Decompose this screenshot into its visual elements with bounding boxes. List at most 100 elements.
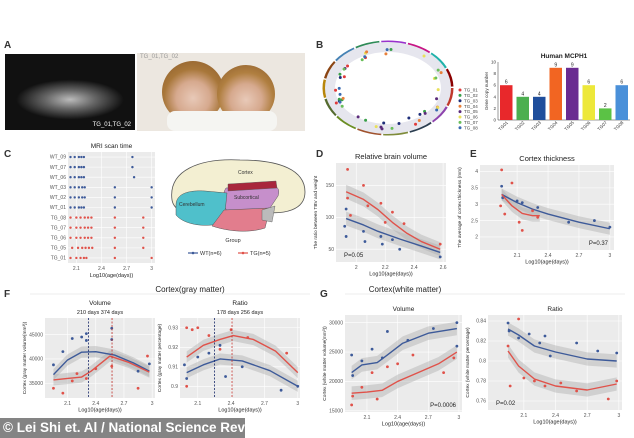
x-tick-label: 2.7 (425, 415, 432, 421)
trend-line-tg (53, 355, 150, 381)
confidence-band-wt (508, 322, 617, 368)
data-point-wt (527, 332, 531, 336)
legend-marker (458, 88, 462, 92)
insertion-site-dot (435, 108, 439, 112)
brainstem-region (211, 207, 271, 232)
scan-time-dot (86, 216, 90, 219)
scan-time-dot (81, 246, 84, 250)
row-label: WT_03 (50, 185, 66, 191)
y-tick-label: 10 (491, 60, 497, 65)
data-point-tg (396, 362, 400, 366)
data-point-tg (383, 221, 387, 224)
legend-label: TG_08 (464, 125, 478, 130)
data-point-wt (593, 219, 596, 222)
midbrain-region (261, 205, 276, 223)
bar-value-label: 2 (604, 103, 607, 109)
data-point-tg (190, 328, 194, 332)
row-label: TG_01 (51, 256, 67, 262)
scan-time-dot (75, 256, 78, 260)
scan-time-dot (85, 256, 88, 260)
chart-title: Volume (393, 306, 415, 313)
chromosome-segment (336, 115, 357, 130)
row-label: TG_08 (51, 215, 67, 221)
panel-label-e: E (470, 149, 477, 160)
data-point-wt (185, 377, 189, 380)
scan-time-dot (131, 165, 134, 169)
data-point-tg (503, 212, 507, 216)
threshold-annotation: 210 days 374 days (77, 310, 123, 316)
confidence-band-wt (186, 353, 298, 392)
white-cloth (167, 111, 277, 131)
y-tick-label: 25000 (329, 350, 343, 356)
data-point-wt (362, 229, 365, 233)
data-point-wt (596, 349, 600, 353)
cerebellum-region (175, 190, 228, 226)
insertion-site-dot (436, 88, 440, 92)
data-point-wt (455, 344, 459, 348)
plot-background (180, 318, 300, 398)
insertion-site-dot (382, 121, 386, 125)
confidence-band-tg (508, 344, 617, 397)
y-tick-label: 0.8 (479, 359, 486, 365)
data-point-wt (379, 235, 383, 238)
data-point-tg (386, 365, 389, 369)
data-point-wt (506, 321, 510, 325)
scan-time-dot (86, 236, 90, 239)
data-point-wt (431, 327, 435, 330)
legend-marker (458, 99, 462, 103)
y-tick-label: 150 (326, 183, 335, 189)
scan-time-dot (79, 236, 82, 239)
data-point-tg (402, 222, 406, 226)
scan-time-dot (142, 216, 145, 219)
panel-label-f: F (4, 289, 10, 300)
scan-time-dot (69, 226, 72, 229)
x-axis-label: Log10(age(days)) (382, 422, 426, 428)
data-point-wt (455, 321, 459, 325)
chart-g-ratio: Ratio 2.1 2.4 2.7 3 0.76 0.78 0.8 0.82 0.84 Log10(… (465, 306, 622, 426)
scan-time-dot (69, 256, 72, 260)
data-point-wt (110, 326, 114, 330)
insertion-site-dot (385, 48, 389, 52)
y-tick-label: 0.76 (476, 399, 486, 405)
g-group-title: Cortex(white matter) (369, 285, 442, 294)
legend-label: TG_03 (464, 98, 478, 103)
data-point-wt (548, 354, 552, 358)
scan-time-dot (81, 196, 84, 199)
y-tick-label: 6 (493, 83, 496, 88)
data-point-tg (136, 386, 140, 390)
data-point-wt (438, 255, 442, 259)
scan-time-dot (73, 186, 76, 189)
data-point-tg (531, 209, 534, 213)
circos-plot (322, 40, 454, 136)
x-tick-label: 2.4 (98, 266, 105, 272)
scan-time-dot (82, 155, 86, 159)
p-value-label: P=0.02 (496, 401, 516, 407)
scan-time-dot (73, 165, 76, 169)
charts-layer: Human MCPH1 Gene copy number 0 2 4 6 8 10 6 TG01 4… (22, 53, 630, 428)
data-point-tg (499, 204, 503, 208)
scan-time-dot (83, 236, 86, 239)
x-tick-label: 2.7 (575, 253, 582, 259)
data-point-wt (344, 207, 348, 211)
data-point-tg (75, 372, 79, 376)
y-tick-label: 2 (493, 106, 496, 111)
x-tick-label: 2.4 (545, 253, 552, 259)
bar-tg02 (516, 96, 529, 120)
y-tick-label: 4 (475, 169, 478, 175)
data-point-wt (279, 388, 283, 392)
data-point-wt (224, 375, 227, 378)
insertion-site-dot (337, 97, 341, 101)
scan-time-dot (75, 216, 78, 219)
scan-time-dot (86, 226, 90, 229)
scan-time-dot (82, 256, 86, 260)
bar-tg08 (615, 85, 628, 120)
data-point-wt (538, 341, 542, 345)
trend-line-wt (186, 358, 299, 387)
insertion-site-dot (374, 125, 378, 129)
scan-time-dot (83, 226, 86, 229)
data-point-tg (375, 397, 379, 401)
x-tick-label: 2.7 (120, 401, 127, 407)
scan-time-dot (76, 246, 80, 250)
bar-value-label: 4 (521, 91, 524, 97)
